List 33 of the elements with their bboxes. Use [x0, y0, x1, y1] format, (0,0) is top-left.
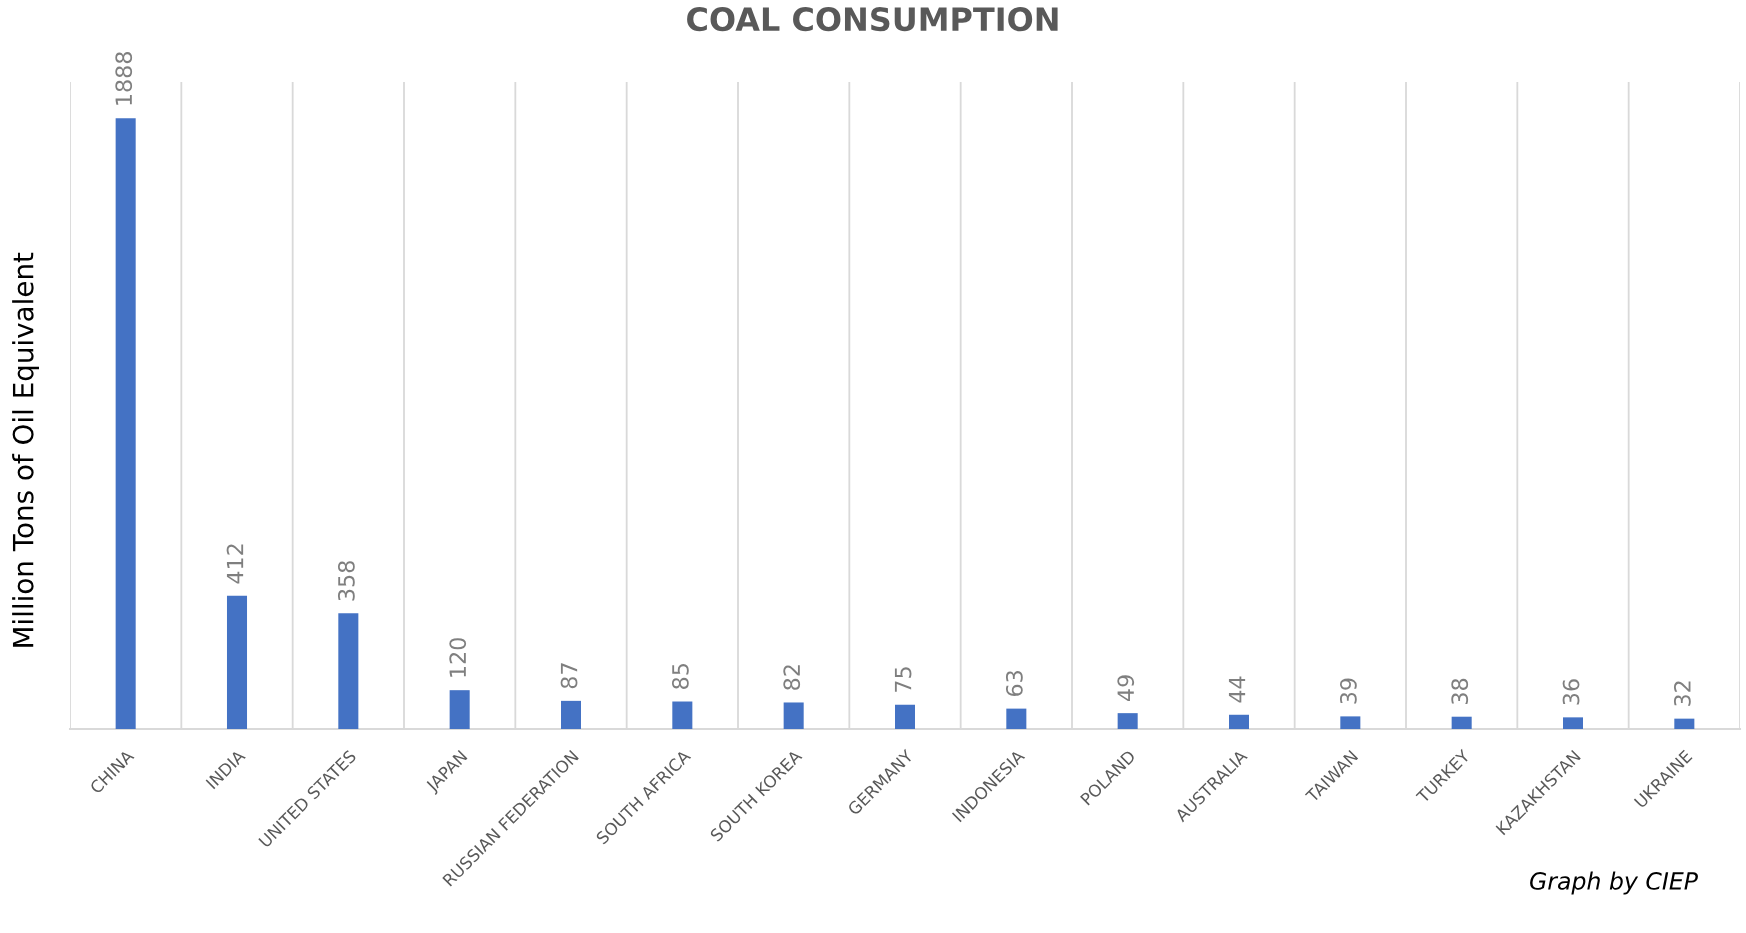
bar: [1562, 717, 1584, 729]
data-label: 32: [1673, 681, 1691, 706]
data-label: 38: [1451, 678, 1469, 704]
data-label: 49: [1117, 675, 1135, 701]
bar: [560, 700, 582, 729]
data-label: 39: [1339, 678, 1357, 704]
data-label: 87: [560, 663, 578, 689]
data-label: 75: [894, 667, 912, 692]
bar: [894, 704, 916, 729]
data-label: 412: [226, 544, 244, 584]
text: Graph by CIEP: [1530, 871, 1698, 895]
bar: [1006, 708, 1027, 729]
bar: [1228, 714, 1250, 729]
data-label: 358: [337, 561, 355, 601]
bar: [226, 595, 248, 729]
chart-title: COAL CONSUMPTION: [687, 7, 1058, 32]
y-axis-title: Million Tons of Oil Equivalent: [12, 252, 39, 647]
data-label: 1888: [115, 52, 133, 105]
bar: [783, 702, 804, 729]
bar: [115, 118, 136, 729]
data-label: 85: [671, 664, 689, 689]
bar: [1340, 716, 1361, 729]
bar: [449, 690, 470, 729]
data-label: 82: [783, 665, 801, 690]
bar: [672, 701, 693, 729]
data-label: 36: [1562, 679, 1580, 705]
data-label: 63: [1005, 671, 1023, 696]
bar: [1674, 718, 1695, 729]
bar: [1451, 716, 1472, 729]
bar: [338, 613, 359, 729]
bar: [1117, 713, 1138, 729]
data-label: 44: [1228, 676, 1246, 703]
data-label: 120: [449, 638, 467, 677]
